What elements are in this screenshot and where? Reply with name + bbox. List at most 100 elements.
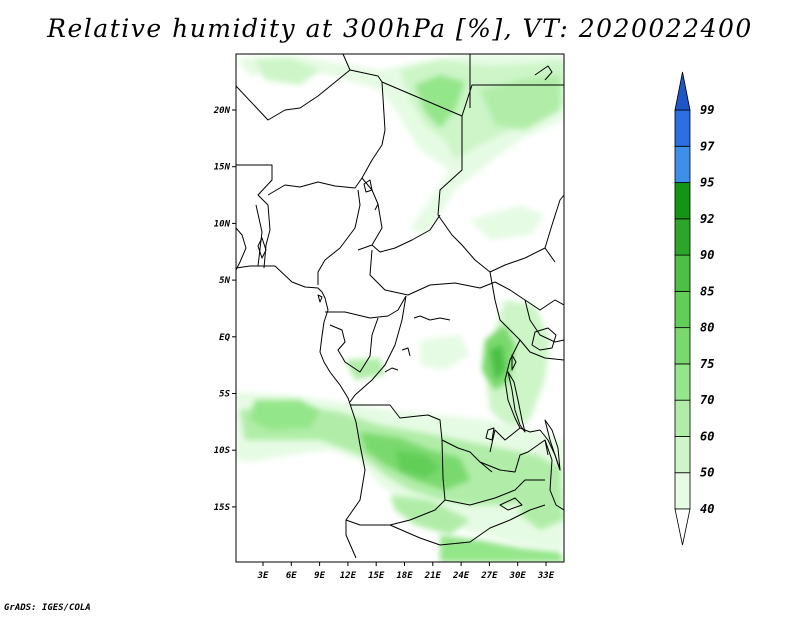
map-frame [235, 53, 565, 563]
colorbar-swatch [674, 109, 691, 147]
coastline-west [236, 227, 247, 271]
border-ssudan-south [494, 281, 564, 311]
colorbar-label: 92 [700, 212, 714, 226]
colorbar-swatch [674, 436, 691, 474]
border-benin [263, 229, 271, 269]
border-cameroon-south [325, 295, 407, 319]
rh-zambia-band [390, 495, 470, 535]
lake-malawi [544, 419, 561, 471]
lake-kivu [511, 354, 517, 371]
border-chad-car [371, 214, 441, 253]
lake-victoria [531, 327, 557, 351]
rh-east-core2 [490, 345, 505, 380]
rh-mozambique [520, 465, 564, 530]
border-libya-chad [381, 81, 463, 216]
rh-congo-patch [420, 335, 470, 370]
lon-label: 21E [424, 571, 442, 581]
lon-label: 12E [340, 571, 357, 581]
humidity-shading [236, 54, 564, 562]
longitude-axis: 3E 6E 9E 12E 15E 18E 21E 24E 27E 30E 33E [257, 562, 555, 581]
lat-label: 15S [214, 503, 231, 513]
colorbar-top-triangle [674, 71, 691, 111]
border-angola-namibia [345, 519, 441, 546]
lat-label: 15N [214, 163, 231, 173]
colorbar-swatch [674, 399, 691, 437]
colorbar-label: 70 [700, 393, 714, 407]
river-congo-loop [413, 315, 451, 321]
lon-label: 9E [314, 571, 325, 581]
border-car-south [369, 249, 496, 296]
lon-label: 30E [509, 571, 527, 581]
lat-label: 20N [213, 106, 231, 116]
rh-mid-east [470, 205, 545, 240]
latitude-axis: 20N 15N 10N 5N EQ 5S 10S 15S [213, 106, 236, 513]
border-angola-zambia [389, 439, 446, 526]
lon-label: 27E [480, 571, 498, 581]
lon-label: 6E [286, 571, 297, 581]
colorbar-label: 80 [700, 321, 714, 335]
border-togo [255, 204, 263, 267]
colorbar-label: 97 [700, 139, 715, 153]
border-gabon-congo [329, 317, 379, 373]
lon-label: 33E [537, 571, 555, 581]
lon-label: 18E [396, 571, 413, 581]
border-sudan-ssudan [489, 247, 556, 273]
border-tanzania-north [519, 339, 564, 361]
border-sudan-east [544, 194, 564, 249]
border-chad-cameroon [357, 203, 383, 251]
colorbar: 40 50 60 70 75 80 85 90 92 95 97 99 [674, 71, 715, 546]
lat-label: 5N [219, 276, 230, 286]
colorbar-swatch [674, 182, 691, 220]
lon-label: 15E [368, 571, 385, 581]
border-nigeria-cameroon [317, 189, 361, 285]
colorbar-swatch [674, 218, 691, 256]
lake-mweru [485, 427, 495, 441]
colorbar-label: 40 [700, 502, 714, 516]
rh-congo-small [345, 358, 385, 380]
island-bioko [317, 294, 323, 303]
lon-label: 24E [452, 571, 470, 581]
rh-band-north-core [415, 75, 465, 128]
border-mozambique [544, 439, 564, 511]
lake-volta [257, 237, 267, 259]
map-title: Relative humidity at 300hPa [%], VT: 202… [47, 14, 753, 43]
rh-northwest [255, 58, 320, 85]
lat-label: 5S [219, 390, 230, 400]
border-drc-angola [350, 404, 493, 473]
river-small-2 [384, 367, 399, 373]
rh-angola-west [250, 400, 320, 430]
rh-southern-belt-core2 [395, 450, 440, 478]
colorbar-swatch [674, 290, 691, 329]
border-niger-nigeria [267, 177, 379, 211]
border-chad-sudan [437, 214, 491, 273]
river-small-1 [401, 347, 411, 357]
border-egypt-sudan [461, 84, 564, 117]
colorbar-label: 60 [700, 429, 714, 443]
rh-band-northeast [480, 75, 560, 130]
colorbar-bottom-triangle [674, 508, 691, 546]
coastline-guinea-gulf [236, 265, 366, 559]
lat-label: 10S [214, 446, 231, 456]
border-mali-niger [236, 164, 273, 231]
lake-kariba [499, 497, 523, 511]
red-sea-coast [534, 65, 553, 81]
colorbar-label: 50 [700, 466, 714, 480]
country-borders [236, 54, 564, 559]
lat-label: 10N [214, 219, 231, 229]
colorbar-label: 99 [700, 103, 714, 117]
colorbar-label: 95 [700, 176, 714, 190]
colorbar-swatch [674, 472, 691, 510]
colorbar-label: 90 [700, 248, 714, 262]
colorbar-swatch [674, 363, 691, 401]
border-libya-niger [349, 69, 386, 179]
colorbar-swatch [674, 254, 691, 292]
colorbar-label: 85 [700, 284, 714, 298]
colorbar-swatch [674, 145, 691, 183]
border-zambia-zimbabwe [439, 504, 546, 546]
lake-tanganyika [507, 371, 526, 433]
colorbar-swatch [674, 327, 691, 365]
lon-label: 3E [257, 571, 269, 581]
border-congo-drc [349, 295, 407, 403]
border-drc-east [489, 271, 521, 453]
